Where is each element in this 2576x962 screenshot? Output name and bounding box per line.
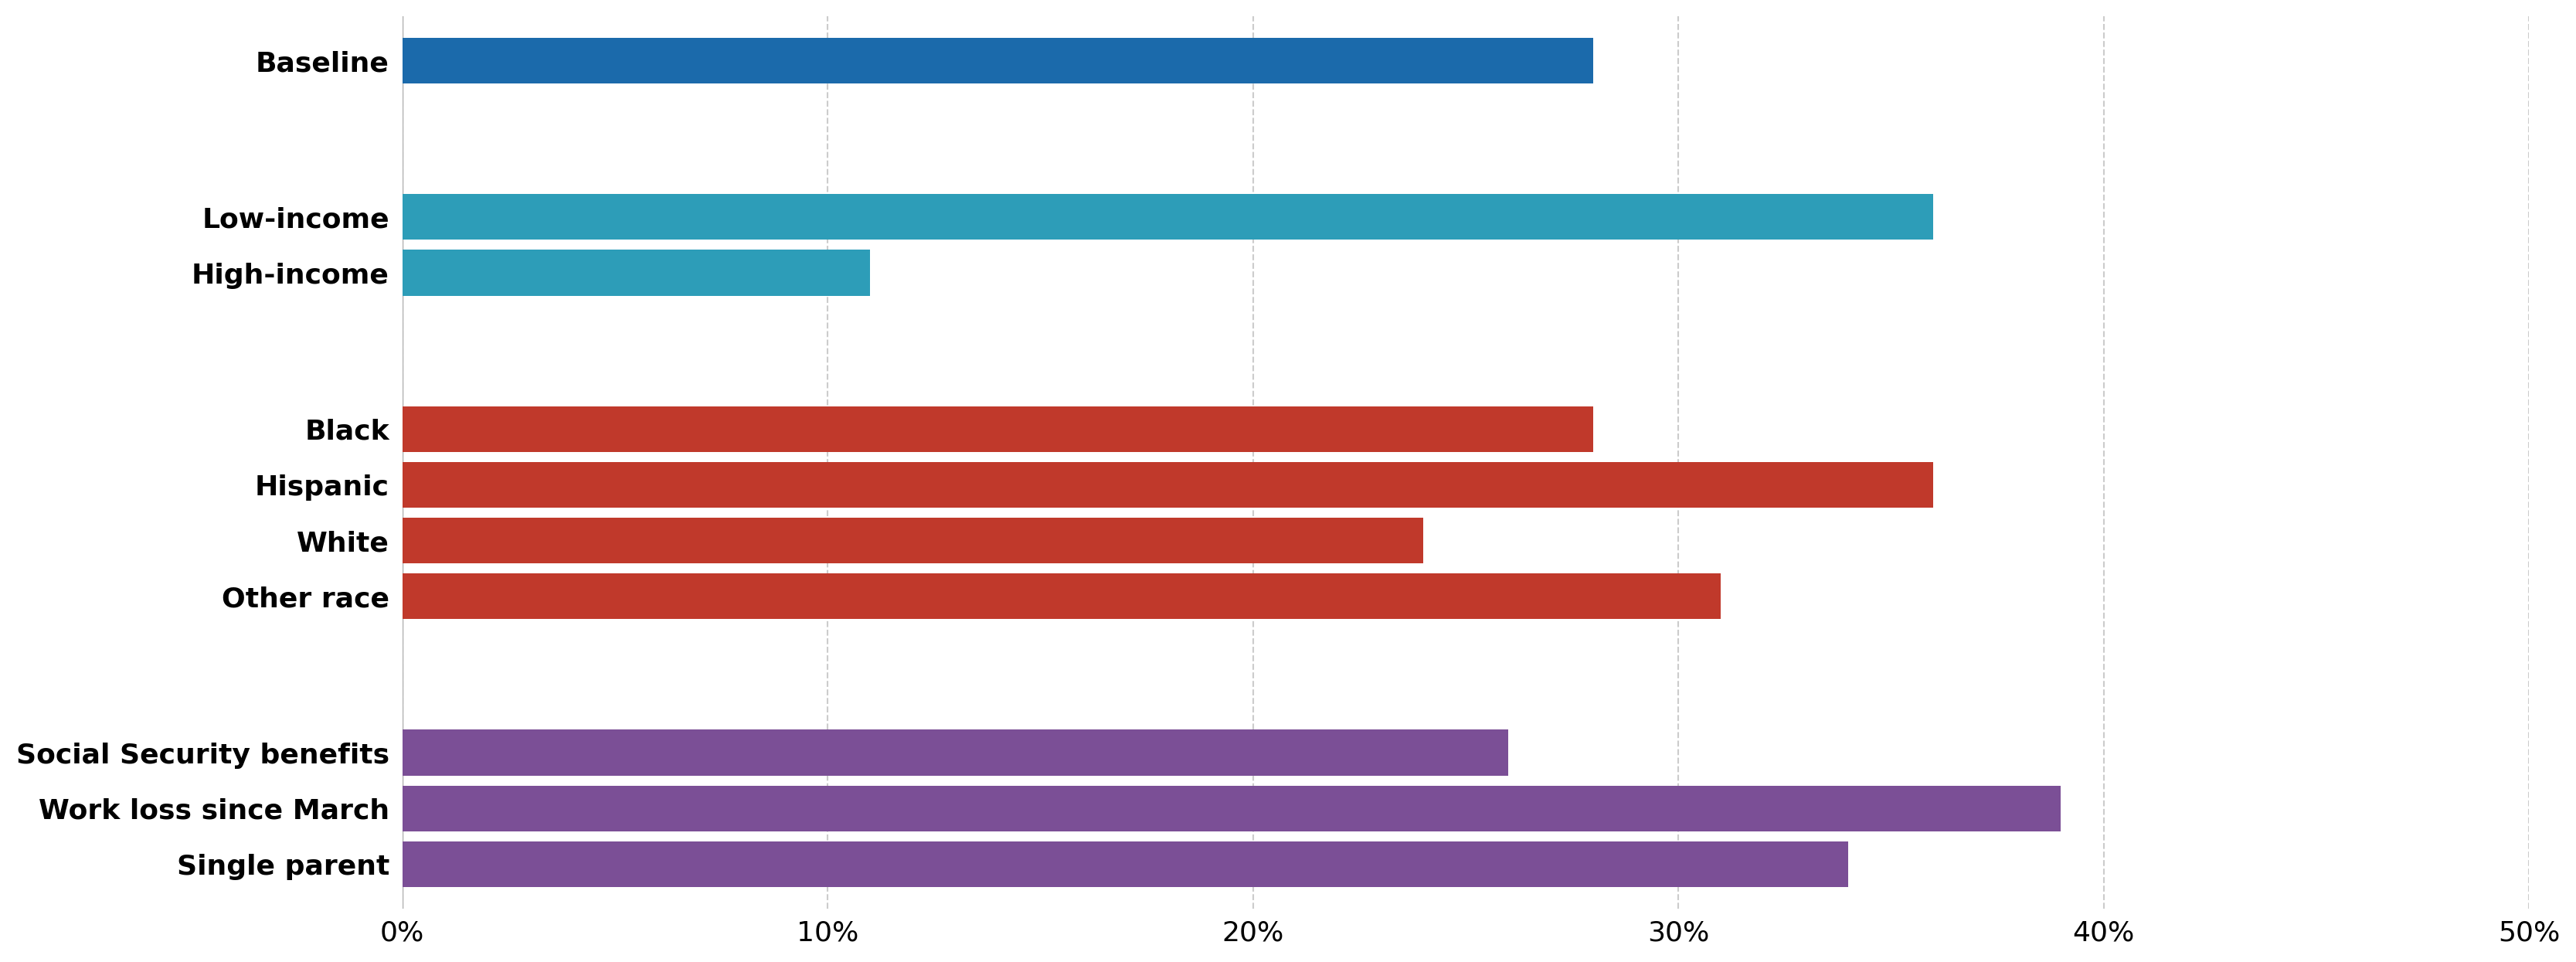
Bar [402, 842, 1850, 887]
Bar [402, 786, 2061, 831]
Bar [402, 730, 1507, 775]
Bar [402, 462, 1935, 508]
Bar [402, 406, 1592, 452]
Bar [402, 573, 1721, 620]
Bar [402, 250, 871, 295]
Bar [402, 194, 1935, 240]
Bar [402, 518, 1422, 564]
Bar [402, 38, 1592, 84]
